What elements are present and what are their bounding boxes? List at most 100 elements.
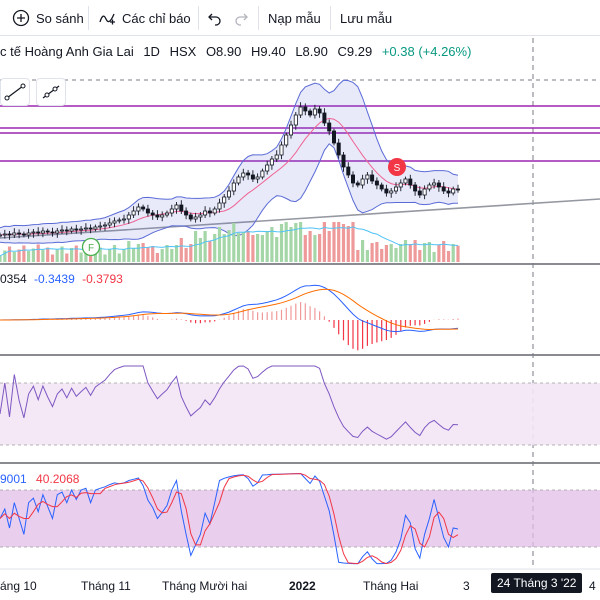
candle-body xyxy=(79,228,84,231)
candlestick-series[interactable] xyxy=(0,102,460,240)
bollinger-band-fill xyxy=(0,80,458,244)
toolbar-divider xyxy=(198,6,199,30)
candle-body xyxy=(179,204,184,212)
trend-line[interactable] xyxy=(0,198,600,239)
candle-body xyxy=(265,164,270,172)
candle-body xyxy=(355,182,360,186)
candle-body xyxy=(279,144,284,156)
volume-bar xyxy=(322,222,326,262)
buy-signal-marker[interactable]: F xyxy=(81,237,101,257)
candle-body xyxy=(312,108,317,116)
candle-body xyxy=(112,220,117,224)
candle-body xyxy=(250,174,255,180)
sell-signal-marker[interactable]: S xyxy=(388,158,406,176)
macd-legend: 0354 -0.3439 -0.3793 xyxy=(0,272,123,286)
volume-bar xyxy=(451,244,455,262)
candle-body xyxy=(284,134,289,146)
candle-body xyxy=(40,230,45,234)
volume-bar xyxy=(74,245,78,262)
volume-bar xyxy=(98,247,102,262)
volume-bar xyxy=(456,245,460,262)
volume-bar xyxy=(270,227,274,262)
volume-bar xyxy=(108,249,112,262)
candle-body xyxy=(303,106,308,112)
candle-body xyxy=(98,225,103,228)
open-value: O8.90 xyxy=(205,44,242,59)
candle-body xyxy=(398,182,403,188)
volume-bar xyxy=(346,226,350,262)
volume-bar xyxy=(241,232,245,262)
candle-body xyxy=(55,230,60,234)
volume-bar xyxy=(117,253,121,262)
rsi-line xyxy=(0,365,459,440)
candle-body xyxy=(246,172,251,176)
volume-bar xyxy=(46,247,50,262)
candle-body xyxy=(126,214,131,220)
volume-bar xyxy=(141,243,145,262)
redo-button[interactable] xyxy=(232,4,250,32)
undo-icon xyxy=(208,13,221,26)
save-template-button[interactable]: Lưu mẫu xyxy=(340,4,392,32)
volume-bar xyxy=(122,249,126,262)
volume-bar xyxy=(146,247,150,262)
macd-histogram xyxy=(4,302,459,351)
candle-body xyxy=(346,166,351,176)
candle-body xyxy=(298,106,303,116)
volume-bar xyxy=(36,244,40,262)
volume-bar xyxy=(327,231,331,262)
candle-body xyxy=(393,186,398,192)
symbol-legend[interactable]: c tế Hoàng Anh Gia Lai 1D HSX O8.90 H9.4… xyxy=(0,44,477,59)
undo-button[interactable] xyxy=(206,4,224,32)
candle-body xyxy=(317,108,322,114)
volume-bar xyxy=(413,240,417,262)
volume-bar xyxy=(55,249,59,262)
volume-bar xyxy=(22,245,26,262)
candle-body xyxy=(117,219,122,222)
candle-body xyxy=(193,216,198,220)
time-axis-label: Tháng Hai xyxy=(363,579,419,593)
candle-body xyxy=(145,208,150,214)
candle-body xyxy=(331,130,336,144)
volume-bar xyxy=(160,249,164,262)
candle-body xyxy=(308,110,313,116)
candle-body xyxy=(413,184,418,192)
candle-body xyxy=(60,229,65,232)
candle-body xyxy=(169,208,174,214)
macd-line xyxy=(0,284,459,333)
volume-bar xyxy=(170,249,174,262)
volume-bar xyxy=(265,231,269,262)
volume-bar xyxy=(132,248,136,262)
load-template-button[interactable]: Nạp mẫu xyxy=(268,4,321,32)
volume-bar xyxy=(332,222,336,262)
time-axis-label: 3 xyxy=(463,579,470,593)
trend-line-tool-button[interactable] xyxy=(0,78,30,106)
indicators-button[interactable]: Các chỉ báo xyxy=(98,4,191,32)
ray-tool-button[interactable] xyxy=(36,78,66,106)
macd-signal-line xyxy=(0,288,459,331)
volume-bar xyxy=(50,254,55,262)
candle-body xyxy=(441,186,446,192)
volume-bar xyxy=(260,235,264,262)
volume-bar xyxy=(194,231,198,262)
compare-button[interactable]: So sánh xyxy=(12,4,84,32)
volume-bar xyxy=(189,244,193,262)
volume-bar xyxy=(12,252,16,262)
candle-body xyxy=(451,188,456,194)
candle-body xyxy=(160,214,165,218)
candle-body xyxy=(198,214,203,218)
volume-ma-line xyxy=(0,226,459,257)
volume-bar xyxy=(31,248,35,262)
candle-body xyxy=(93,226,98,230)
candle-body xyxy=(403,178,408,184)
volume-bar xyxy=(84,248,88,262)
candle-body xyxy=(389,190,394,194)
stoch-d-line xyxy=(0,473,459,565)
save-template-label: Lưu mẫu xyxy=(340,10,393,26)
candle-body xyxy=(0,234,3,237)
candle-body xyxy=(17,232,22,235)
time-axis-label: Tháng Mười hai xyxy=(162,579,248,593)
candle-body xyxy=(31,231,36,234)
candle-body xyxy=(21,233,26,236)
sell-signal-label: S xyxy=(394,163,401,174)
